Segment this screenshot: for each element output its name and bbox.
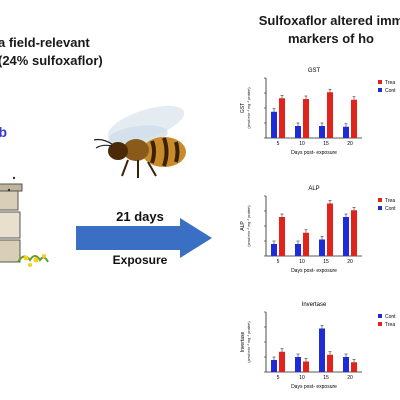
- bar-treated: [303, 99, 309, 138]
- right-title: Sulfoxaflor altered imm markers of ho: [246, 12, 400, 48]
- legend-label: Trea: [385, 198, 395, 204]
- bar-treated: [351, 99, 357, 138]
- legend-label: Trea: [385, 80, 395, 86]
- x-axis-label: Days post- exposure: [291, 150, 337, 156]
- right-title-line1: Sulfoxaflor altered imm: [258, 13, 400, 28]
- x-tick-label: 5: [277, 375, 280, 381]
- beehive-illustration: [0, 176, 49, 267]
- bar-control: [271, 360, 277, 372]
- legend-label: Trea: [385, 322, 395, 328]
- bar-control: [343, 126, 349, 138]
- bar-treated: [351, 362, 357, 372]
- chart-title: GST: [308, 68, 321, 74]
- bar-control: [319, 239, 325, 256]
- bar-treated: [279, 351, 285, 372]
- y-axis-label: ALP: [240, 221, 246, 231]
- bar-treated: [279, 217, 285, 256]
- legend-swatch: [378, 198, 382, 202]
- legend-swatch: [378, 206, 382, 210]
- days-label: 21 days: [116, 209, 164, 224]
- honeybee-illustration: [93, 105, 186, 178]
- bar-treated: [351, 210, 357, 256]
- bar-treated: [303, 361, 309, 372]
- bar-control: [295, 244, 301, 256]
- bar-treated: [327, 354, 333, 372]
- left-subtitle: ob: [0, 124, 8, 140]
- x-tick-label: 20: [347, 375, 353, 381]
- x-tick-label: 10: [299, 259, 305, 265]
- bar-control: [319, 126, 325, 138]
- bar-treated: [327, 203, 333, 256]
- y-axis-unit: (pmol min⁻¹ mg⁻¹ protein): [247, 87, 251, 128]
- x-axis-label: Days post- exposure: [291, 384, 337, 390]
- left-title-line1: a field-relevant: [0, 35, 90, 50]
- bar-treated: [303, 232, 309, 256]
- x-axis-label: Days post- exposure: [291, 268, 337, 274]
- x-tick-label: 10: [299, 141, 305, 147]
- x-tick-label: 20: [347, 141, 353, 147]
- left-title-line2: (24% sulfoxaflor): [0, 53, 103, 68]
- bar-control: [295, 126, 301, 138]
- x-tick-label: 5: [277, 259, 280, 265]
- bar-control: [343, 217, 349, 256]
- chart-title: Invertase: [302, 302, 327, 308]
- legend-label: Cont: [385, 314, 396, 320]
- y-axis-label: Invertase: [240, 332, 246, 353]
- x-tick-label: 5: [277, 141, 280, 147]
- legend-swatch: [378, 314, 382, 318]
- bar-control: [271, 244, 277, 256]
- x-tick-label: 15: [323, 141, 329, 147]
- exposure-label: Exposure: [112, 253, 168, 267]
- legend-swatch: [378, 322, 382, 326]
- bar-control: [271, 111, 277, 138]
- chart-title: ALP: [308, 186, 319, 192]
- right-title-line2: markers of ho: [288, 31, 374, 46]
- y-axis-label: GST: [240, 103, 246, 113]
- left-title: a field-relevant (24% sulfoxaflor): [0, 34, 138, 70]
- legend-swatch: [378, 80, 382, 84]
- y-axis-unit: (pmol min⁻¹ mg⁻¹ protein): [247, 205, 251, 246]
- x-tick-label: 20: [347, 259, 353, 265]
- bar-treated: [279, 98, 285, 138]
- bar-control: [343, 357, 349, 372]
- exposure-arrow: [76, 218, 212, 258]
- bar-control: [319, 328, 325, 372]
- legend-label: Cont: [385, 88, 396, 94]
- bar-treated: [327, 92, 333, 138]
- x-tick-label: 10: [299, 375, 305, 381]
- x-tick-label: 15: [323, 375, 329, 381]
- bar-control: [295, 357, 301, 372]
- y-axis-unit: (pmol min⁻¹ mg⁻¹ protein): [247, 321, 251, 362]
- x-tick-label: 15: [323, 259, 329, 265]
- legend-swatch: [378, 88, 382, 92]
- legend-label: Cont: [385, 206, 396, 212]
